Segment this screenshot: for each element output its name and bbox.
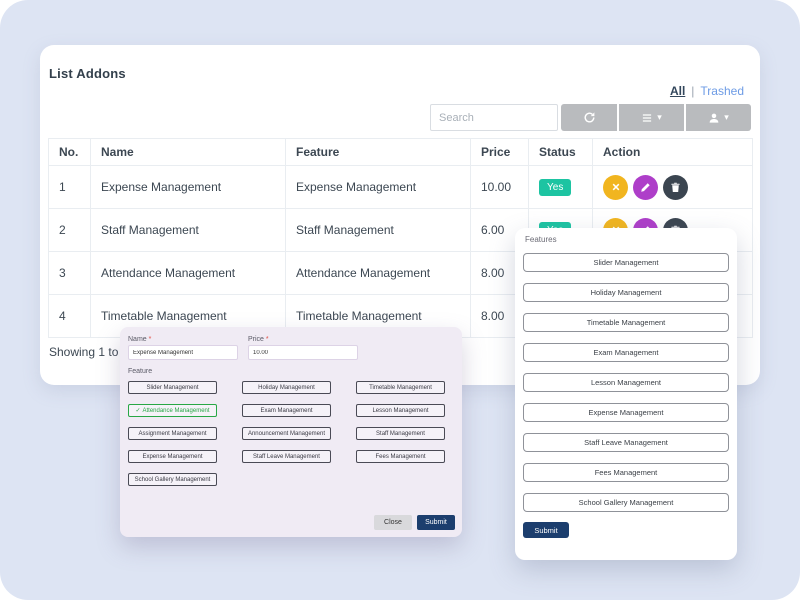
cell-price: 10.00 <box>470 165 529 209</box>
required-asterisk: * <box>148 336 152 343</box>
feature-item[interactable]: Exam Management <box>523 343 729 362</box>
column-header-feature: Feature <box>285 138 471 166</box>
panel-submit-button[interactable]: Submit <box>523 522 569 538</box>
feature-option[interactable]: School Gallery Management <box>128 473 217 486</box>
cell-action <box>592 165 753 209</box>
feature-option[interactable]: Staff Leave Management <box>242 450 331 463</box>
price-label: Price * <box>248 336 269 343</box>
user-icon <box>709 113 719 123</box>
required-asterisk: * <box>265 336 269 343</box>
caret-down-icon: ▾ <box>724 112 729 122</box>
check-icon: ✓ <box>135 408 141 414</box>
table-summary: Showing 1 to 4 of <box>49 345 142 359</box>
name-field[interactable] <box>128 345 238 360</box>
cell-no: 1 <box>48 165 91 209</box>
feature-item[interactable]: Slider Management <box>523 253 729 272</box>
feature-item[interactable]: Expense Management <box>523 403 729 422</box>
page-title: List Addons <box>49 66 126 81</box>
feature-option[interactable]: Slider Management <box>128 381 217 394</box>
column-header-price: Price <box>470 138 529 166</box>
cell-name: Expense Management <box>90 165 286 209</box>
action-buttons <box>603 174 742 200</box>
refresh-icon <box>584 112 595 123</box>
modal-submit-button[interactable]: Submit <box>417 515 455 530</box>
tab-all[interactable]: All <box>669 84 686 98</box>
table-row: 1 Expense Management Expense Management … <box>48 165 753 209</box>
list-addons-card: List Addons All | Trashed ▾ ▾ <box>40 45 760 385</box>
trash-icon <box>671 182 680 192</box>
list-icon <box>643 113 652 122</box>
delete-button[interactable] <box>663 174 688 200</box>
edit-button[interactable] <box>633 174 658 200</box>
columns-button[interactable]: ▾ <box>619 104 684 131</box>
cell-status: Yes <box>528 165 593 209</box>
deactivate-button[interactable] <box>603 174 628 200</box>
cell-no: 2 <box>48 208 91 252</box>
feature-item[interactable]: Staff Leave Management <box>523 433 729 452</box>
feature-item[interactable]: Fees Management <box>523 463 729 482</box>
feature-option[interactable]: Assignment Management <box>128 427 217 440</box>
column-header-no: No. <box>48 138 91 166</box>
feature-option[interactable]: Holiday Management <box>242 381 331 394</box>
cell-name: Attendance Management <box>90 251 286 295</box>
table-toolbar: ▾ ▾ <box>561 104 751 131</box>
feature-item[interactable]: Timetable Management <box>523 313 729 332</box>
name-label: Name * <box>128 336 152 343</box>
features-panel-title: Features <box>525 235 557 244</box>
feature-option[interactable]: Expense Management <box>128 450 217 463</box>
tab-separator: | <box>691 84 695 98</box>
cell-no: 3 <box>48 251 91 295</box>
edit-addon-modal: Name * Price * Feature Slider Management… <box>120 327 462 537</box>
column-header-action: Action <box>592 138 753 166</box>
feature-option[interactable]: Timetable Management <box>356 381 445 394</box>
feature-option-selected[interactable]: ✓ Attendance Management <box>128 404 217 417</box>
status-badge[interactable]: Yes <box>539 178 572 196</box>
feature-option[interactable]: Exam Management <box>242 404 331 417</box>
table-header-row: No. Name Feature Price Status Action <box>48 138 753 166</box>
caret-down-icon: ▾ <box>657 112 662 122</box>
refresh-button[interactable] <box>561 104 617 131</box>
feature-option[interactable]: Staff Management <box>356 427 445 440</box>
feature-item[interactable]: Holiday Management <box>523 283 729 302</box>
edit-icon <box>641 182 650 192</box>
search-input[interactable] <box>430 104 558 131</box>
x-icon <box>612 183 619 191</box>
cell-no: 4 <box>48 294 91 338</box>
column-header-name: Name <box>90 138 286 166</box>
cell-feature: Expense Management <box>285 165 471 209</box>
cell-feature: Attendance Management <box>285 251 471 295</box>
cell-name: Staff Management <box>90 208 286 252</box>
feature-option[interactable]: Fees Management <box>356 450 445 463</box>
price-field[interactable] <box>248 345 358 360</box>
cell-feature: Staff Management <box>285 208 471 252</box>
tab-trashed[interactable]: Trashed <box>700 84 744 98</box>
export-button[interactable]: ▾ <box>686 104 751 131</box>
feature-option[interactable]: Announcement Management <box>242 427 331 440</box>
feature-item[interactable]: Lesson Management <box>523 373 729 392</box>
close-button[interactable]: Close <box>374 515 412 530</box>
feature-label: Feature <box>128 368 153 375</box>
features-list: Slider Management Holiday Management Tim… <box>523 253 729 512</box>
feature-options-grid: Slider Management Holiday Management Tim… <box>128 381 445 486</box>
modal-footer: Close Submit <box>374 515 455 530</box>
filter-tabs: All | Trashed <box>670 84 744 98</box>
feature-item[interactable]: School Gallery Management <box>523 493 729 512</box>
column-header-status: Status <box>528 138 593 166</box>
feature-option[interactable]: Lesson Management <box>356 404 445 417</box>
features-panel: Features Slider Management Holiday Manag… <box>515 228 737 560</box>
